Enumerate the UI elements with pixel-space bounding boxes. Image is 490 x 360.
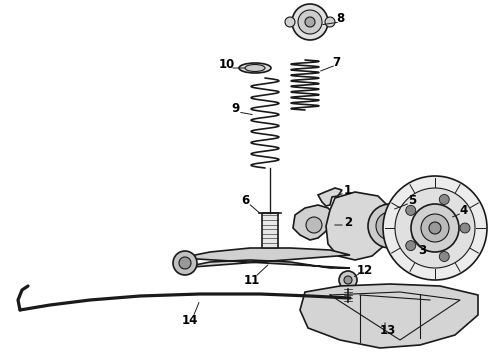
Circle shape bbox=[406, 205, 416, 215]
Circle shape bbox=[305, 17, 315, 27]
Polygon shape bbox=[300, 284, 478, 348]
Circle shape bbox=[344, 276, 352, 284]
Circle shape bbox=[368, 204, 412, 248]
Text: 1: 1 bbox=[344, 184, 352, 197]
Ellipse shape bbox=[245, 64, 265, 72]
Circle shape bbox=[439, 194, 449, 204]
Polygon shape bbox=[318, 188, 342, 206]
Text: 3: 3 bbox=[418, 243, 426, 256]
Polygon shape bbox=[326, 192, 392, 260]
Circle shape bbox=[421, 214, 449, 242]
Circle shape bbox=[460, 223, 470, 233]
Text: 13: 13 bbox=[380, 324, 396, 337]
Text: 6: 6 bbox=[241, 194, 249, 207]
Text: 4: 4 bbox=[460, 203, 468, 216]
Text: 5: 5 bbox=[408, 194, 416, 207]
Polygon shape bbox=[293, 205, 335, 240]
Circle shape bbox=[264, 249, 276, 261]
Circle shape bbox=[406, 240, 416, 251]
Circle shape bbox=[411, 204, 459, 252]
Text: 7: 7 bbox=[332, 55, 340, 68]
Ellipse shape bbox=[239, 63, 271, 73]
Text: 2: 2 bbox=[344, 216, 352, 229]
Text: 9: 9 bbox=[231, 102, 239, 114]
Text: 11: 11 bbox=[244, 274, 260, 287]
Polygon shape bbox=[180, 248, 350, 268]
Circle shape bbox=[325, 17, 335, 27]
Circle shape bbox=[339, 271, 357, 289]
Circle shape bbox=[285, 17, 295, 27]
Text: 12: 12 bbox=[357, 264, 373, 276]
Circle shape bbox=[384, 220, 396, 232]
Circle shape bbox=[395, 188, 475, 268]
Circle shape bbox=[306, 217, 322, 233]
Text: 14: 14 bbox=[182, 314, 198, 327]
Text: 8: 8 bbox=[336, 12, 344, 24]
Text: 10: 10 bbox=[219, 58, 235, 72]
Circle shape bbox=[173, 251, 197, 275]
Circle shape bbox=[292, 4, 328, 40]
Circle shape bbox=[298, 10, 322, 34]
Circle shape bbox=[376, 212, 404, 240]
Bar bbox=[262, 213, 278, 250]
Circle shape bbox=[383, 176, 487, 280]
Circle shape bbox=[439, 252, 449, 261]
Circle shape bbox=[429, 222, 441, 234]
Circle shape bbox=[179, 257, 191, 269]
